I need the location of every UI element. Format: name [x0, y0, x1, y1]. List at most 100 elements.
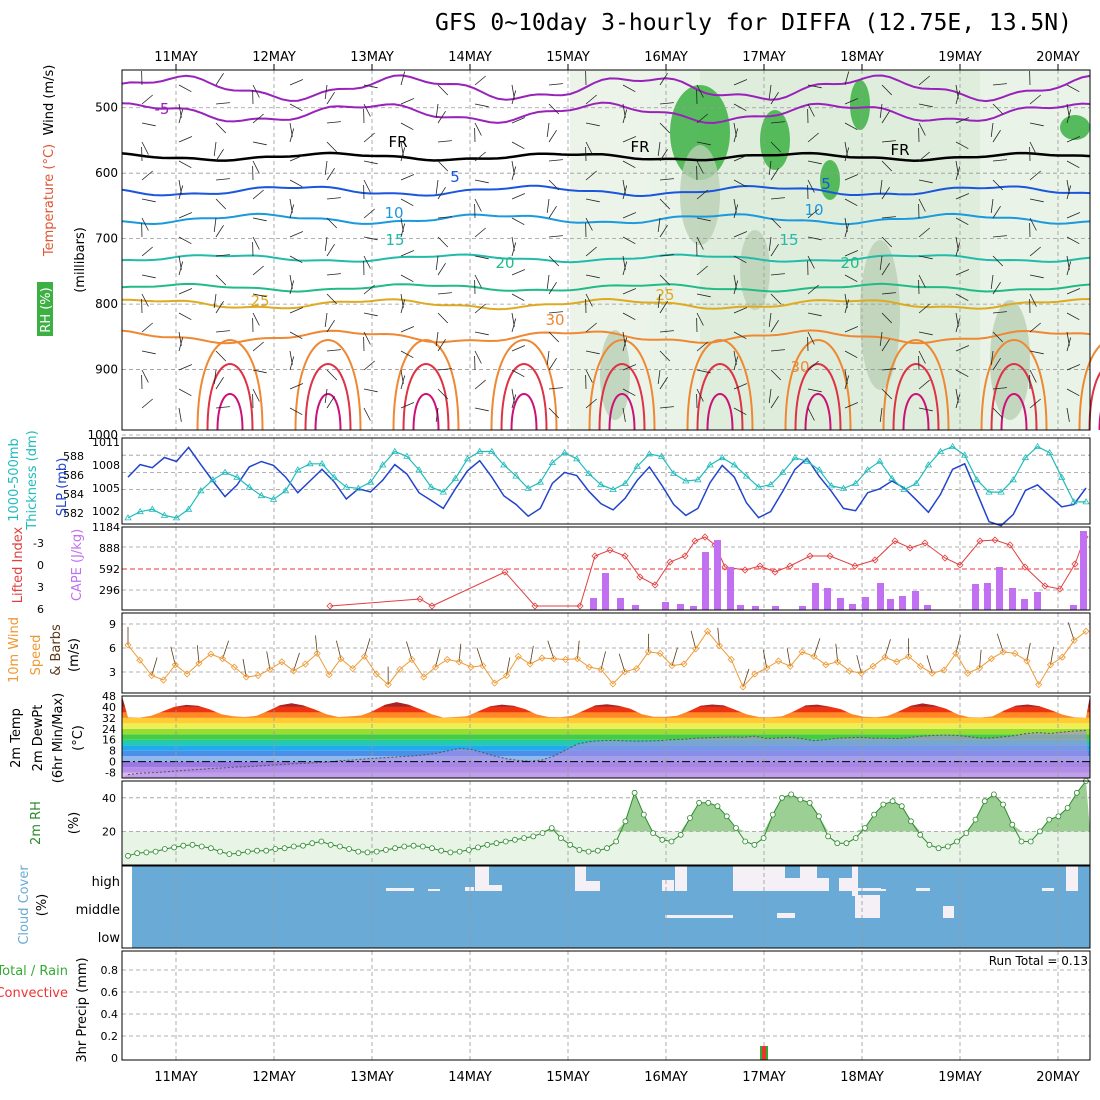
wind-barb: [406, 641, 413, 660]
rh-marker: [171, 844, 178, 851]
lifted-index-marker: [741, 566, 749, 574]
wind-barb: [992, 83, 1007, 86]
wind-barb: [926, 655, 933, 674]
wind-barb: [955, 293, 969, 302]
wind-barb: [955, 269, 970, 276]
rh-marker: [161, 846, 168, 852]
lifted-index-marker: [1056, 585, 1064, 593]
wind-barb: [807, 284, 819, 295]
wind-barb: [215, 178, 230, 181]
wind-barb: [770, 349, 785, 352]
wind-barb: [548, 179, 560, 191]
wind-barb: [955, 318, 961, 333]
cloud-bg: [132, 866, 1090, 948]
wind-barb: [215, 330, 230, 333]
lifted-index-marker: [756, 562, 764, 570]
wind-barb: [289, 383, 304, 390]
clear-sky-block: [785, 878, 800, 891]
rh-marker: [134, 850, 141, 857]
rh-marker: [235, 850, 242, 857]
wind-barb: [696, 113, 708, 124]
wind-speed-marker: [337, 655, 345, 663]
wind-speed-marker: [597, 665, 605, 673]
wind-barb: [659, 300, 668, 314]
wind-speed-marker: [763, 664, 771, 672]
cape-bar: [996, 567, 1003, 610]
wind-speed-marker: [538, 654, 546, 662]
thickness-marker: [633, 462, 642, 469]
wind-speed-marker: [148, 671, 156, 680]
lifted-index-marker: [871, 556, 879, 564]
wind-barb: [548, 331, 560, 343]
rh-marker: [714, 803, 721, 810]
clear-sky-block: [800, 866, 817, 891]
wind-barb: [213, 293, 217, 308]
wind-barb: [435, 649, 441, 668]
lifted-index-marker: [701, 533, 709, 541]
rh-marker: [760, 835, 767, 841]
wind-barb: [435, 331, 439, 346]
wind-barb: [326, 217, 338, 229]
wind-speed-marker: [195, 659, 203, 667]
wind-barb: [178, 337, 184, 352]
thickness-marker: [124, 514, 132, 521]
cape-bar: [1070, 605, 1077, 610]
lifted-index-marker: [651, 581, 659, 589]
rh-marker: [594, 847, 601, 854]
wind-barb: [881, 140, 896, 143]
wind-barb: [326, 273, 341, 276]
hot-isotherm: [206, 363, 254, 431]
date-label-top: 19MAY: [938, 50, 982, 65]
wind-barb: [990, 274, 994, 289]
thickness-marker: [779, 468, 787, 475]
wind-barb: [546, 198, 550, 213]
wind-barb: [807, 331, 815, 345]
cape-tick: 1184: [92, 521, 120, 534]
convective-bar: [762, 1046, 766, 1060]
lifted-index-marker: [826, 552, 834, 560]
thickness-marker: [475, 447, 484, 454]
clear-sky-block: [880, 889, 886, 891]
wind-barb: [918, 122, 926, 136]
lifted-index-marker: [576, 602, 584, 610]
wind-barb: [992, 331, 1004, 343]
wind-barb: [918, 274, 926, 288]
clear-sky-block: [465, 887, 474, 891]
thickness-marker: [294, 466, 302, 473]
pressure-axis-label: (millibars): [73, 227, 88, 293]
wind-barb: [511, 345, 526, 352]
rh-marker: [281, 845, 288, 852]
wind-speed-marker: [207, 650, 215, 658]
thickness-marker: [403, 452, 411, 459]
thickness-marker: [512, 472, 520, 479]
wind-barb: [879, 179, 883, 194]
wind-barb: [363, 179, 371, 193]
rh-marker: [742, 838, 749, 845]
wind-barb: [178, 109, 184, 124]
wind-barb: [215, 122, 227, 134]
thickness-marker: [257, 491, 266, 499]
temp-tick: 32: [102, 712, 116, 725]
temp-tick: 24: [102, 723, 116, 736]
temperature-axis-label: Temperature (°C): [42, 144, 57, 257]
clear-sky-block: [675, 866, 687, 891]
cape-bar: [1009, 588, 1016, 610]
rh-swatch: [37, 282, 53, 336]
cape-bar: [1034, 592, 1041, 610]
cape-bar: [737, 605, 744, 610]
wind-barb: [511, 269, 526, 276]
rh-marker: [944, 843, 951, 850]
wind-speed-marker: [1082, 627, 1090, 635]
wind-barb: [326, 293, 338, 305]
wind-barb: [696, 388, 704, 402]
lifted-index-marker: [606, 546, 614, 554]
wind-barb: [844, 122, 858, 131]
thickness-marker: [730, 461, 739, 468]
wind-speed-marker: [692, 645, 700, 653]
wind-barb: [585, 293, 593, 307]
wind-tick: 9: [109, 618, 116, 631]
clear-sky-block: [839, 878, 852, 891]
wind-barb: [548, 103, 560, 115]
lifted-index-marker: [851, 562, 859, 570]
wind-speed-marker: [680, 660, 688, 668]
